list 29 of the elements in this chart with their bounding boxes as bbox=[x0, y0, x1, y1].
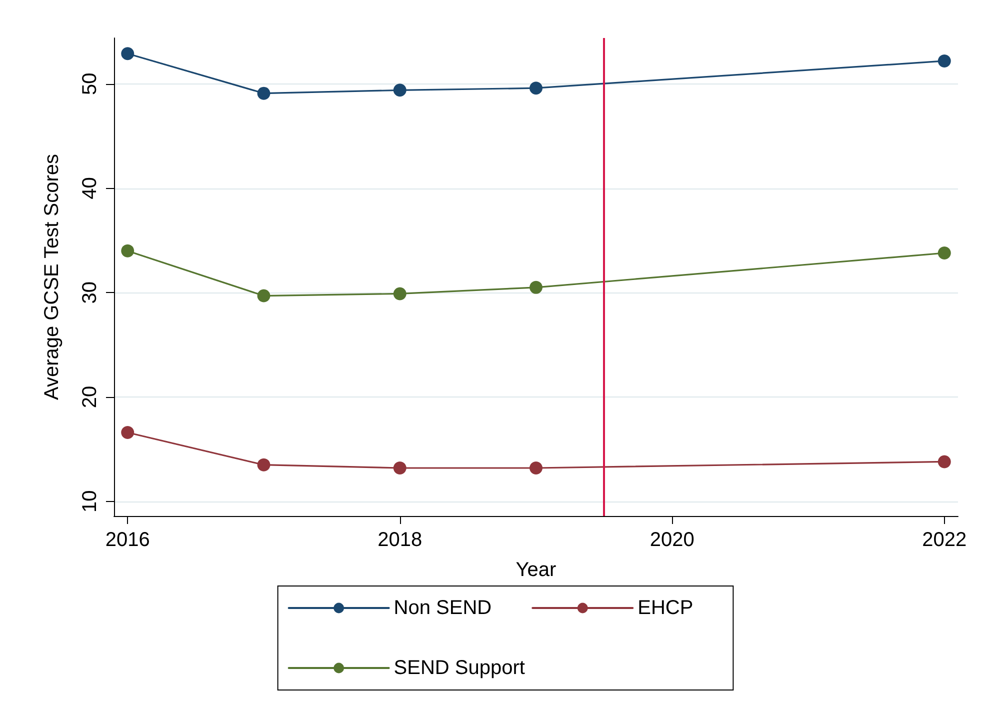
x-tick-label: 2020 bbox=[650, 529, 694, 551]
legend-label: Non SEND bbox=[394, 597, 492, 619]
x-tick-label: 2018 bbox=[378, 529, 422, 551]
point bbox=[257, 458, 270, 472]
point bbox=[121, 47, 134, 60]
legend-label: SEND Support bbox=[394, 657, 526, 679]
y-axis-title: Average GCSE Test Scores bbox=[41, 154, 63, 400]
point bbox=[257, 289, 270, 302]
x-axis-title: Year bbox=[516, 559, 557, 581]
x-tick-label: 2022 bbox=[922, 529, 967, 551]
y-tick-label: 40 bbox=[79, 177, 101, 200]
point bbox=[393, 461, 406, 474]
point bbox=[530, 280, 542, 294]
point bbox=[938, 246, 951, 260]
point bbox=[393, 84, 406, 97]
x-tick-label: 2016 bbox=[105, 529, 150, 551]
y-tick-label: 20 bbox=[79, 386, 101, 408]
point bbox=[393, 287, 406, 300]
point bbox=[121, 244, 134, 258]
point bbox=[938, 455, 951, 468]
point bbox=[121, 426, 134, 440]
point bbox=[938, 54, 951, 68]
point bbox=[530, 461, 542, 474]
y-tick-label: 30 bbox=[79, 282, 101, 304]
point bbox=[257, 86, 270, 100]
y-tick-label: 50 bbox=[79, 72, 101, 96]
y-tick-label: 10 bbox=[79, 490, 101, 513]
legend-label: EHCP bbox=[638, 597, 694, 619]
point bbox=[530, 82, 542, 95]
